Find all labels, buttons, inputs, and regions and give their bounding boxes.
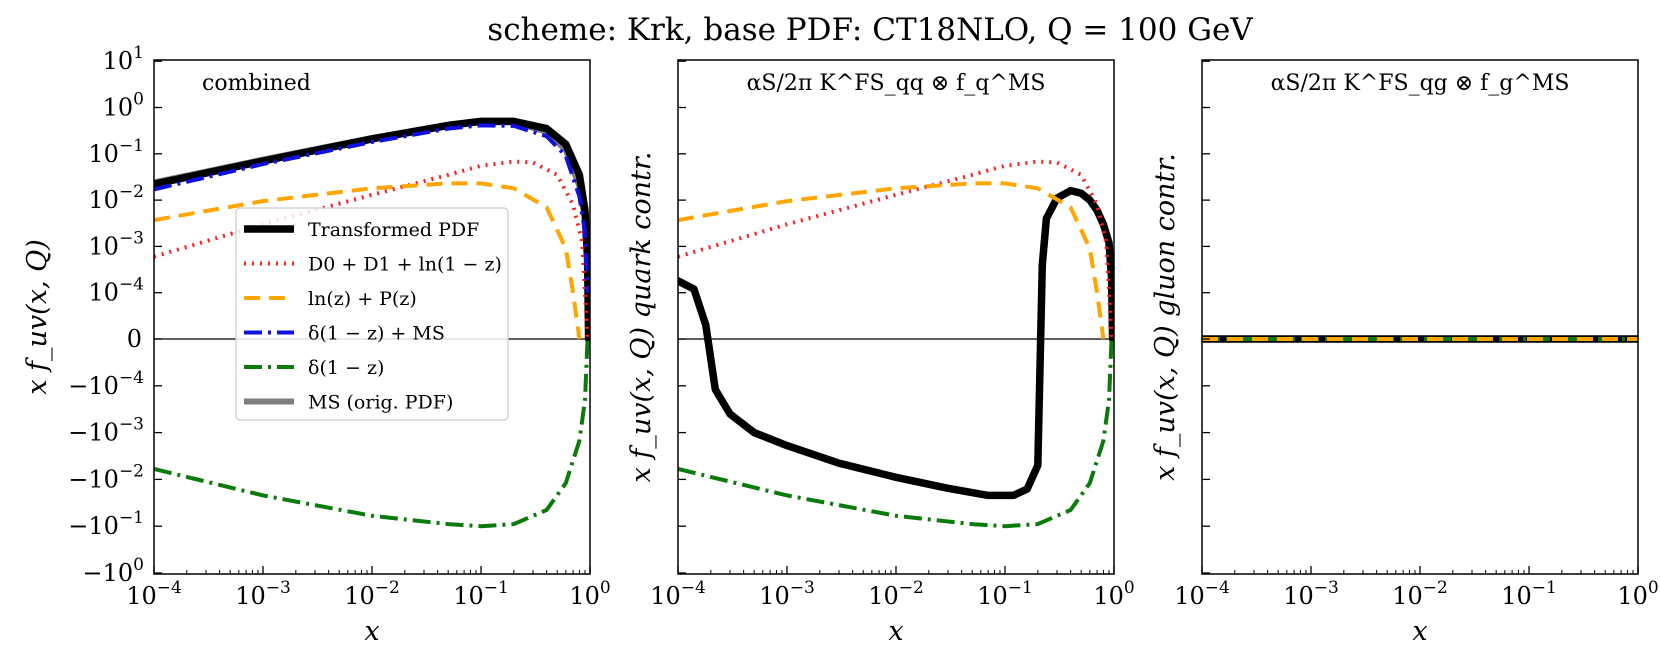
x-tick-label: 10−1 xyxy=(453,578,509,610)
plot-frame xyxy=(1201,59,1639,575)
x-tick-label: 100 xyxy=(1617,578,1658,610)
series-line-6 xyxy=(154,338,590,529)
figure-title: scheme: Krk, base PDF: CT18NLO, Q = 100 … xyxy=(487,12,1253,48)
series-group xyxy=(678,159,1114,529)
y-tick-label: 0 xyxy=(127,325,142,353)
legend: Transformed PDF D0 + D1 + ln(1 − z) ln(z) … xyxy=(235,207,509,421)
y-tick-label: −10−4 xyxy=(68,368,144,400)
series-line-2 xyxy=(154,117,590,343)
y-tick-label: −100 xyxy=(83,555,144,587)
y-axis-label: x f_uv(x, Q) quark contr. xyxy=(626,152,657,483)
panel-1: 10−4 10−3 10−2 10−1 100 101 100 10−1 10−2 10−3 10−… xyxy=(22,43,611,647)
legend-box xyxy=(235,207,509,421)
y-tick-label: 10−2 xyxy=(88,182,144,214)
x-tick-label: 100 xyxy=(569,578,610,610)
x-tick-label: 10−4 xyxy=(126,578,182,610)
panel-3: 10−4 10−3 10−2 10−1 100 x x f_uv(x, Q) gluon c… xyxy=(1150,59,1659,647)
panel-2: 10−4 10−3 10−2 10−1 100 x x f_uv(x, Q) quark c… xyxy=(626,59,1135,647)
legend-label-orig: MS (orig. PDF) xyxy=(308,392,453,414)
y-axis-label: x f_uv(x, Q) xyxy=(22,239,53,395)
series-group xyxy=(154,117,590,529)
x-axis-label: x xyxy=(888,616,903,647)
x-tick-label: 10−2 xyxy=(1392,578,1448,610)
x-axis-label: x xyxy=(1412,616,1427,647)
x-tick-label: 10−3 xyxy=(1283,578,1339,610)
x-tick-label: 10−2 xyxy=(344,578,400,610)
x-tick-label: 10−3 xyxy=(235,578,291,610)
panel-title: αS/2π K^FS_qg ⊗ f_g^MS xyxy=(1271,71,1570,96)
y-tick-label: −10−2 xyxy=(68,461,144,493)
x-tick-label: 10−4 xyxy=(650,578,706,610)
legend-label-soft: D0 + D1 + ln(1 − z) xyxy=(308,254,502,276)
x-tick-label: 10−1 xyxy=(1501,578,1557,610)
y-tick-label: −10−1 xyxy=(68,508,144,540)
legend-label-delta: δ(1 − z) xyxy=(308,357,384,379)
x-tick-label: 10−2 xyxy=(868,578,924,610)
y-tick-label: −10−3 xyxy=(68,415,144,447)
series-line-2 xyxy=(678,159,1114,340)
panel-title: αS/2π K^FS_qq ⊗ f_q^MS xyxy=(747,71,1046,96)
series-line-3 xyxy=(678,181,1106,340)
y-axis-label: x f_uv(x, Q) gluon contr. xyxy=(1150,153,1181,481)
x-tick-label: 10−4 xyxy=(1174,578,1230,610)
plot-frame xyxy=(677,59,1115,575)
x-tick-label: 100 xyxy=(1093,578,1134,610)
legend-label-deltaMS: δ(1 − z) + MS xyxy=(308,323,445,345)
series-line-4 xyxy=(678,338,1114,529)
panel-title: combined xyxy=(202,71,311,96)
series-line-4 xyxy=(154,181,582,340)
series-line-1 xyxy=(678,186,1114,500)
legend-label-transformed: Transformed PDF xyxy=(308,219,479,241)
y-tick-label: 10−3 xyxy=(88,228,144,260)
y-tick-label: 101 xyxy=(103,43,144,75)
x-tick-label: 10−1 xyxy=(977,578,1033,610)
series-line-5 xyxy=(154,123,590,293)
series-line-3 xyxy=(154,159,590,340)
x-axis-label: x xyxy=(364,616,379,647)
x-tick-label: 10−3 xyxy=(759,578,815,610)
y-tick-label: 100 xyxy=(103,90,144,122)
panels: 10−4 10−3 10−2 10−1 10010110010−110−210−310−… xyxy=(22,43,1659,647)
y-tick-label: 10−1 xyxy=(88,136,144,168)
legend-label-lnP: ln(z) + P(z) xyxy=(308,288,417,310)
y-tick-label: 10−4 xyxy=(88,275,144,307)
